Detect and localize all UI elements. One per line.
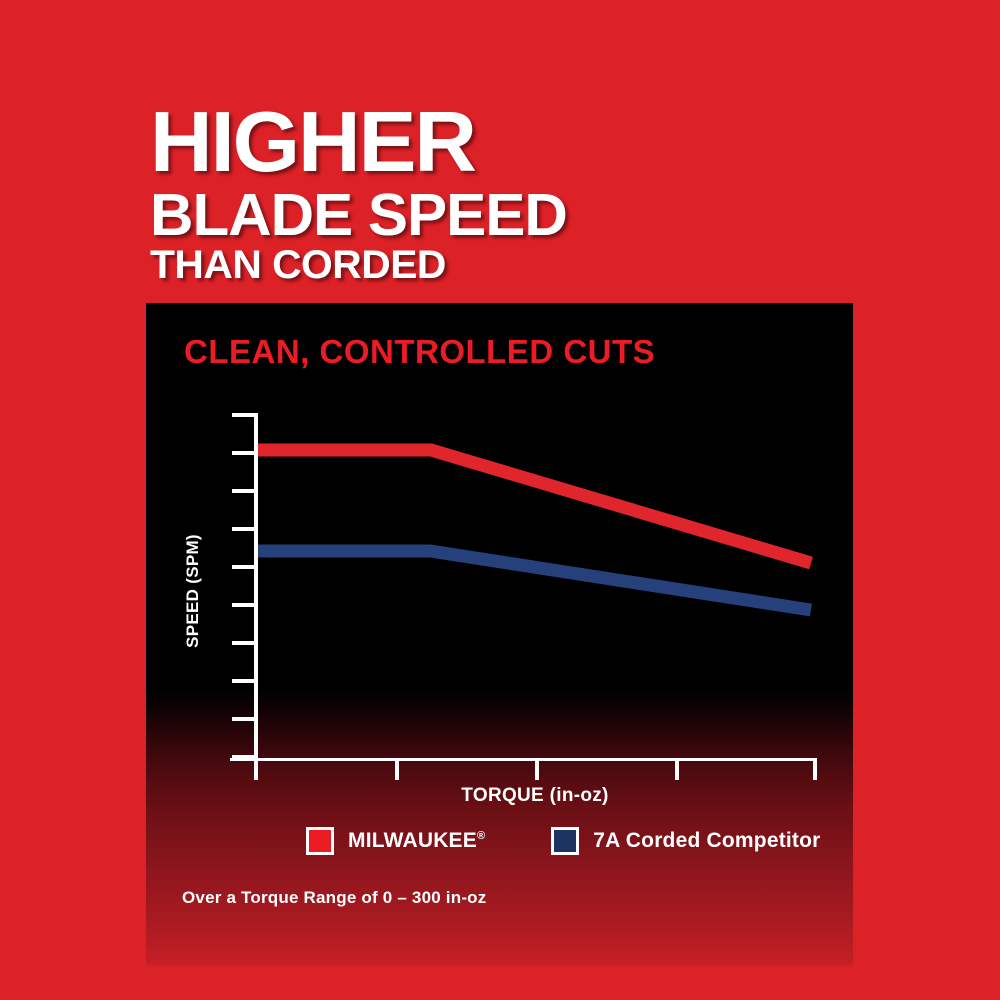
series-line-milwaukee — [258, 443, 813, 570]
series-lines — [258, 443, 813, 617]
chart-panel: CLEAN, CONTROLLED CUTS — [146, 303, 853, 968]
headline-line-2: BLADE SPEED — [150, 182, 568, 249]
x-axis-tick — [395, 758, 399, 780]
chart-footnote: Over a Torque Range of 0 – 300 in-oz — [182, 888, 487, 907]
x-axis-tick — [813, 758, 817, 780]
chart-legend: MILWAUKEE® 7A Corded Competitor — [306, 827, 821, 855]
registered-trademark-icon: ® — [476, 830, 486, 842]
chart-title: CLEAN, CONTROLLED CUTS — [184, 333, 656, 370]
x-axis-tick — [675, 758, 679, 780]
y-axis-tick — [232, 755, 255, 759]
panel-gradient-background — [146, 303, 853, 968]
y-axis-tick — [232, 451, 255, 455]
y-axis-line — [254, 413, 258, 765]
legend-label-competitor: 7A Corded Competitor — [593, 829, 821, 852]
y-axis-tick — [232, 527, 255, 531]
plot-area: SPEED (SPM) TORQUE (in-oz) — [146, 303, 853, 968]
headline-block: HIGHER BLADE SPEED THAN CORDED — [150, 100, 870, 285]
legend-swatch-milwaukee — [306, 827, 334, 855]
headline-line-1: HIGHER — [150, 95, 477, 190]
headline-line-3: THAN CORDED — [150, 243, 446, 288]
x-axis-line — [230, 758, 816, 761]
legend-swatch-competitor — [551, 827, 580, 855]
legend-label-milwaukee-text: MILWAUKEE — [348, 829, 477, 852]
y-axis-tick — [232, 565, 255, 569]
legend-label-milwaukee: MILWAUKEE® — [348, 829, 485, 853]
y-axis-tick — [232, 413, 255, 417]
x-axis-label: TORQUE (in-oz) — [461, 785, 609, 806]
legend-item-milwaukee[interactable]: MILWAUKEE® — [306, 827, 485, 855]
x-axis-tick — [535, 758, 539, 780]
x-axis-tick — [254, 758, 258, 780]
y-axis-tick — [232, 641, 255, 645]
y-axis-tick — [232, 603, 255, 607]
series-line-competitor — [258, 544, 812, 617]
y-axis-tick — [232, 679, 255, 683]
legend-item-competitor[interactable]: 7A Corded Competitor — [551, 827, 820, 855]
y-axis-tick — [232, 717, 255, 721]
y-axis-tick — [232, 489, 255, 493]
y-axis-label: SPEED (SPM) — [183, 534, 202, 648]
